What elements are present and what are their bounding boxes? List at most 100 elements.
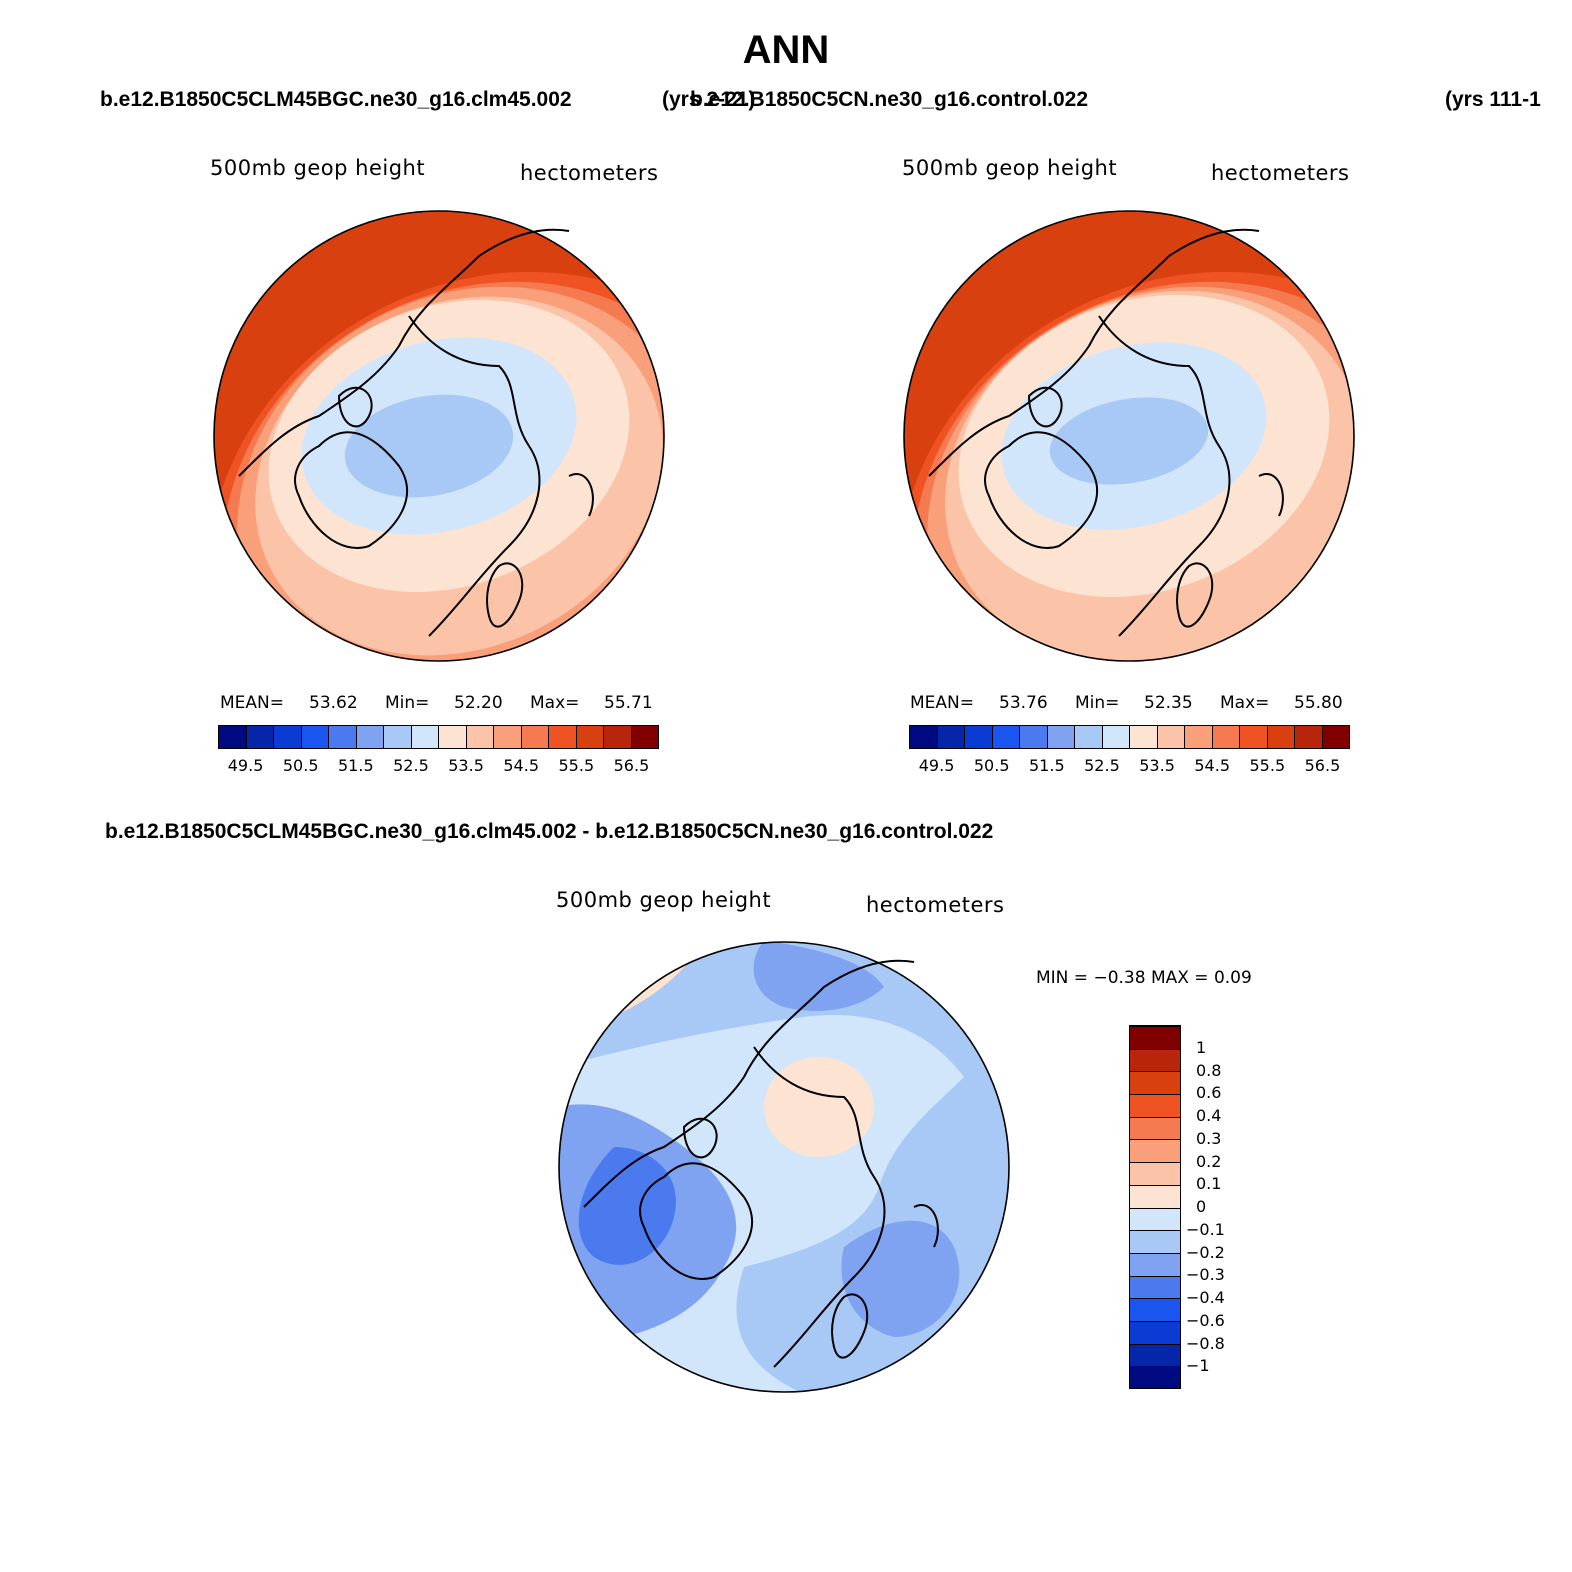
colorbar-swatch [329, 726, 357, 748]
colorbar-swatch [1130, 1252, 1180, 1276]
colorbar-swatch [1130, 726, 1158, 748]
colorbar-swatch [576, 726, 604, 748]
colorbar-swatch [356, 726, 384, 748]
panel1-years: (yrs 2-21) [662, 88, 756, 111]
panel3-coastlines [583, 959, 939, 1368]
panel1-map [213, 210, 665, 662]
colorbar-swatch [1322, 726, 1349, 748]
panel2-mean-value: 53.76 [999, 693, 1048, 713]
panel1-max-label: Max= [530, 693, 580, 713]
colorbar-swatch [549, 726, 577, 748]
colorbar-tick-label: 53.5 [448, 756, 484, 775]
colorbar-tick-label: 52.5 [1084, 756, 1120, 775]
panel2-map [903, 210, 1355, 662]
colorbar-tick-label: 49.5 [918, 756, 955, 775]
colorbar-tick-label: −0.4 [1186, 1288, 1225, 1307]
colorbar-swatch [965, 726, 993, 748]
colorbar-tick-label: 0.1 [1196, 1174, 1222, 1194]
colorbar-tick-label: 54.5 [503, 756, 539, 775]
colorbar-swatch [910, 726, 938, 748]
panel3-map [558, 941, 1010, 1393]
panel1-mean-label: MEAN= [220, 693, 284, 713]
panel3-map-boundary [558, 941, 1010, 1393]
colorbar-swatch [274, 726, 302, 748]
panel1-case-title: b.e12.B1850C5CLM45BGC.ne30_g16.clm45.002 [100, 88, 572, 111]
colorbar-tick-label: −0.1 [1186, 1219, 1225, 1239]
colorbar-swatch [466, 726, 494, 748]
panel2-left-label: 500mb geop height [902, 156, 1118, 180]
colorbar-swatch [384, 726, 412, 748]
colorbar-swatch [1130, 1162, 1180, 1185]
colorbar-tick-label: 52.5 [393, 756, 429, 775]
colorbar-swatch [1130, 1275, 1180, 1299]
panel2-band-7 [1049, 397, 1209, 485]
colorbar-swatch [604, 726, 632, 748]
colorbar-swatch [411, 726, 439, 748]
panel1-colorbar [218, 725, 659, 749]
colorbar-tick-label: −0.8 [1186, 1333, 1225, 1353]
colorbar-tick-label: 0.4 [1196, 1106, 1222, 1125]
colorbar-swatch [521, 726, 549, 748]
panel3-band-p01 [764, 1057, 874, 1157]
colorbar-swatch [1130, 1230, 1180, 1253]
colorbar-swatch [1130, 1026, 1180, 1049]
panel2-case-title: b.e12.B1850C5CN.ne30_g16.control.022 [690, 88, 1089, 111]
colorbar-swatch [1130, 1366, 1180, 1388]
panel1-min-value: 52.20 [454, 693, 503, 713]
colorbar-swatch [1240, 726, 1268, 748]
colorbar-tick-label: 0.6 [1196, 1083, 1222, 1103]
colorbar-tick-label: −1 [1186, 1356, 1210, 1376]
colorbar-tick-label: 55.5 [1249, 756, 1286, 775]
colorbar-tick-label: 54.5 [1194, 756, 1230, 775]
panel2-max-label: Max= [1220, 693, 1270, 713]
colorbar-swatch [1102, 726, 1130, 748]
colorbar-swatch [1130, 1184, 1180, 1208]
colorbar-tick-label: 51.5 [338, 756, 374, 775]
colorbar-swatch [1130, 1343, 1180, 1367]
panel3-field [559, 942, 1009, 1392]
panel1-left-label: 500mb geop height [210, 156, 426, 180]
panel1-min-label: Min= [385, 693, 430, 713]
panel2-map-boundary [903, 210, 1355, 662]
panel3-case-title: b.e12.B1850C5CLM45BGC.ne30_g16.clm45.002… [105, 820, 994, 843]
colorbar-tick-label: −0.2 [1186, 1242, 1225, 1262]
panel3-band-m03-east [841, 1220, 960, 1337]
panel3-minmax: MIN = −0.38 MAX = 0.09 [1036, 968, 1252, 988]
panel2-mean-label: MEAN= [910, 693, 974, 713]
panel1-mean-value: 53.62 [309, 693, 358, 713]
colorbar-swatch [937, 726, 965, 748]
panel2-colorbar [909, 725, 1350, 749]
panel2-years: (yrs 111-1 [1445, 88, 1541, 111]
panel3-band-m04 [578, 1147, 676, 1265]
colorbar-swatch [494, 726, 522, 748]
colorbar-swatch [1130, 1094, 1180, 1117]
panel2-max-value: 55.80 [1294, 693, 1343, 713]
colorbar-tick-label: 0.8 [1196, 1060, 1222, 1080]
panel1-field [214, 211, 664, 661]
colorbar-swatch [1130, 1298, 1180, 1321]
panel2-min-label: Min= [1075, 693, 1120, 713]
panel1-coastlines [238, 228, 594, 637]
colorbar-swatch [1130, 1320, 1180, 1344]
colorbar-tick-label: −0.3 [1186, 1265, 1225, 1285]
colorbar-swatch [1130, 1139, 1180, 1163]
panel1-band-7 [344, 394, 514, 498]
colorbar-tick-label: 49.5 [227, 756, 264, 775]
panel2-min-value: 52.35 [1144, 693, 1193, 713]
main-title: ANN [742, 28, 830, 72]
panel3-left-label: 500mb geop height [556, 888, 772, 912]
colorbar-tick-label: 1 [1196, 1037, 1207, 1057]
colorbar-tick-label: 56.5 [613, 756, 650, 775]
colorbar-swatch [1212, 726, 1240, 748]
colorbar-tick-label: −0.6 [1186, 1310, 1225, 1330]
colorbar-swatch [1130, 1116, 1180, 1140]
colorbar-swatch [1047, 726, 1075, 748]
colorbar-swatch [1020, 726, 1048, 748]
colorbar-swatch [1130, 1071, 1180, 1095]
colorbar-tick-label: 0.3 [1196, 1128, 1222, 1148]
panel1-map-boundary [213, 210, 665, 662]
colorbar-swatch [992, 726, 1020, 748]
colorbar-swatch [301, 726, 329, 748]
panel3-band-m03-north [753, 942, 884, 1011]
colorbar-tick-label: 50.5 [973, 756, 1010, 775]
